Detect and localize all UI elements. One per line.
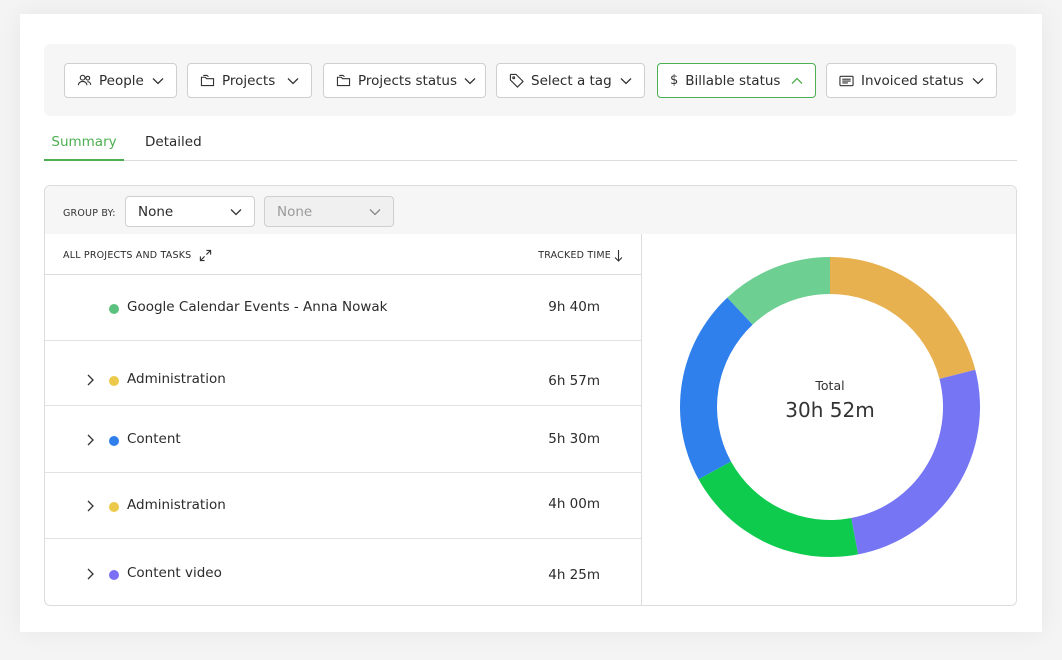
project-name: Administration [127, 371, 226, 387]
projects-status-filter-label: Projects status [358, 72, 457, 89]
chevron-down-icon [230, 208, 242, 215]
chevron-down-icon [464, 77, 476, 84]
group-by-secondary-select[interactable]: None [264, 196, 394, 227]
group-by-primary-select[interactable]: None [125, 196, 255, 227]
projects-status-filter-button[interactable]: Projects status [323, 63, 486, 98]
tracked-time-column-header[interactable]: TRACKED TIME [538, 249, 623, 262]
invoiced-status-filter-label: Invoiced status [861, 72, 964, 89]
chevron-right-icon[interactable] [85, 499, 97, 513]
sort-down-icon [614, 250, 623, 262]
summary-panel: GROUP BY: None None ALL PROJECTS AND TAS… [44, 185, 1017, 606]
billable-status-filter-button[interactable]: $ Billable status [657, 63, 816, 98]
group-by-secondary-value: None [277, 203, 313, 220]
tag-icon [509, 73, 524, 88]
billable-status-filter-label: Billable status [685, 72, 781, 89]
project-column-header: ALL PROJECTS AND TASKS [63, 249, 212, 262]
chevron-right-icon[interactable] [85, 567, 97, 581]
project-color-dot [109, 304, 119, 314]
expand-icon[interactable] [199, 249, 212, 262]
chevron-right-icon[interactable] [85, 373, 97, 387]
donut-slice[interactable] [851, 369, 980, 555]
group-by-primary-value: None [138, 203, 174, 220]
invoiced-status-filter-button[interactable]: Invoiced status [826, 63, 997, 98]
tracked-time-value: 9h 40m [548, 299, 600, 315]
project-color-dot [109, 502, 119, 512]
donut-slice[interactable] [698, 461, 859, 557]
table-row[interactable]: Administration 4h 00m [45, 473, 641, 539]
people-filter-label: People [99, 72, 144, 89]
table-row[interactable]: Google Calendar Events - Anna Nowak 9h 40… [45, 275, 641, 341]
projects-filter-button[interactable]: Projects [187, 63, 312, 98]
tracked-time-value: 5h 30m [548, 431, 600, 447]
report-tabs: Summary Detailed [44, 130, 1017, 161]
tab-detailed[interactable]: Detailed [145, 134, 202, 150]
table-row[interactable]: Content video 4h 25m [45, 540, 641, 605]
tag-filter-label: Select a tag [531, 72, 612, 89]
project-name: Administration [127, 497, 226, 513]
project-color-dot [109, 376, 119, 386]
tag-filter-button[interactable]: Select a tag [496, 63, 645, 98]
tracked-time-value: 4h 00m [548, 496, 600, 512]
donut-chart-area: Total 30h 52m [642, 234, 1016, 605]
project-column-label: ALL PROJECTS AND TASKS [63, 250, 192, 261]
invoice-icon [839, 75, 854, 86]
folder-icon [336, 74, 351, 87]
people-filter-button[interactable]: People [64, 63, 177, 98]
chevron-down-icon [152, 77, 164, 84]
tracked-time-value: 6h 57m [548, 373, 600, 389]
project-name: Google Calendar Events - Anna Nowak [127, 299, 388, 315]
chevron-up-icon [791, 77, 803, 84]
people-icon [77, 74, 92, 86]
group-by-label: GROUP BY: [63, 208, 116, 219]
project-name: Content [127, 431, 181, 447]
group-by-bar: GROUP BY: None None [45, 186, 1016, 234]
tracked-time-value: 4h 25m [548, 567, 600, 583]
project-color-dot [109, 436, 119, 446]
projects-table: ALL PROJECTS AND TASKS TRACKED TIME Goog… [45, 234, 642, 605]
chevron-down-icon [972, 77, 984, 84]
chevron-down-icon [620, 77, 632, 84]
chevron-right-icon[interactable] [85, 433, 97, 447]
donut-chart [680, 257, 980, 557]
tab-summary[interactable]: Summary [44, 134, 124, 161]
table-row[interactable]: Administration 6h 57m [45, 340, 641, 406]
chevron-down-icon [369, 208, 381, 215]
total-value: 30h 52m [785, 398, 875, 422]
project-color-dot [109, 570, 119, 580]
donut-slice[interactable] [830, 257, 976, 379]
project-name: Content video [127, 565, 222, 581]
folder-icon [200, 74, 215, 87]
table-row[interactable]: Content 5h 30m [45, 407, 641, 473]
chevron-down-icon [287, 77, 299, 84]
total-label: Total [815, 378, 845, 393]
donut-slice[interactable] [680, 297, 753, 480]
donut-slice[interactable] [727, 257, 830, 325]
tracked-time-column-label: TRACKED TIME [538, 250, 611, 261]
dollar-icon: $ [670, 73, 679, 88]
projects-filter-label: Projects [222, 72, 276, 89]
table-header: ALL PROJECTS AND TASKS TRACKED TIME [45, 234, 641, 275]
